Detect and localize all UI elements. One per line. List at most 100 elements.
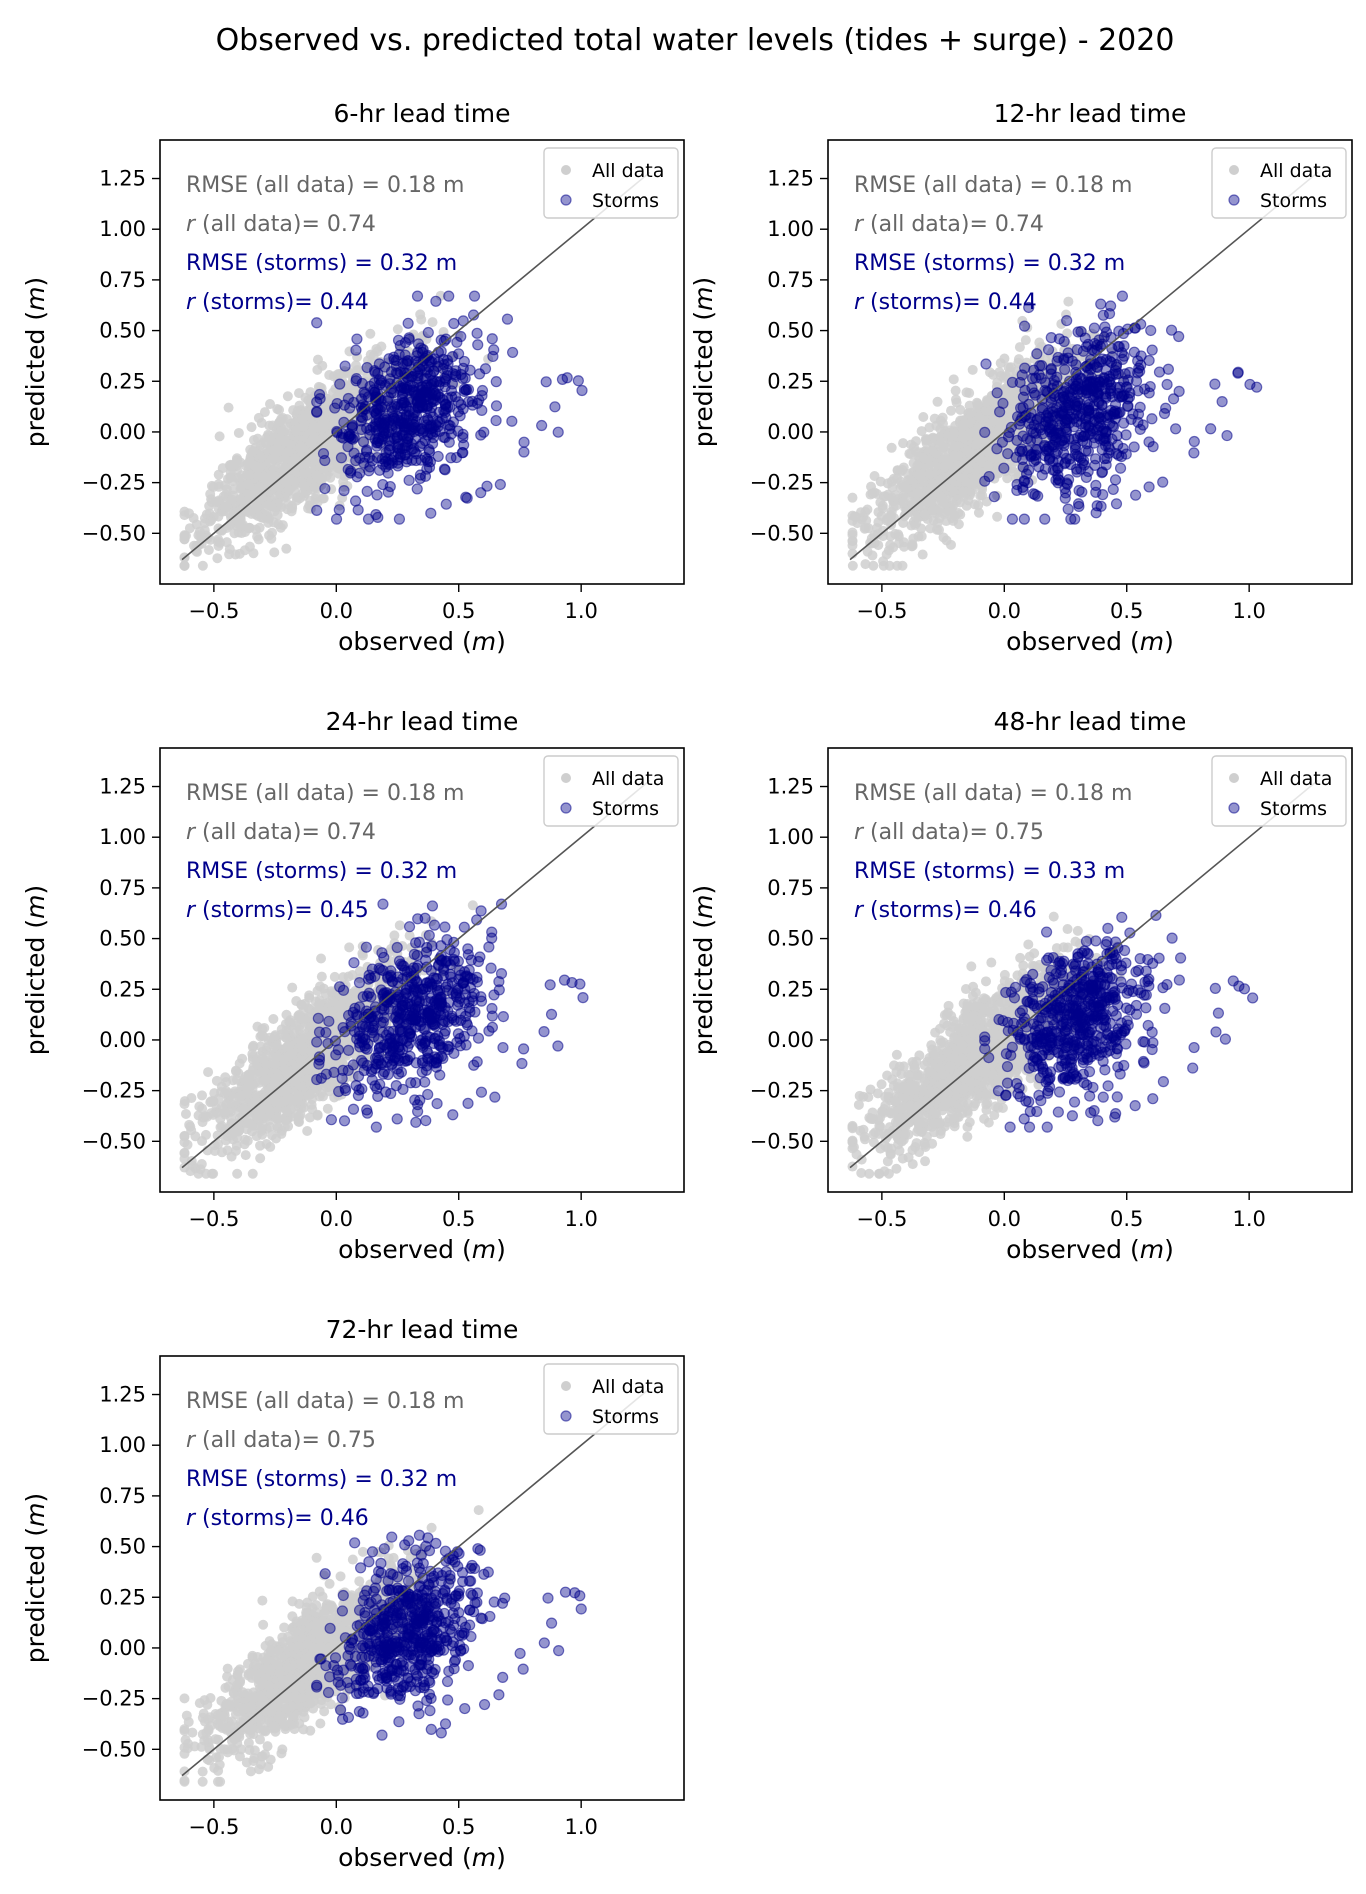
- storm-point: [468, 290, 481, 302]
- legend-marker-storms: [560, 194, 572, 206]
- all-data-point: [291, 495, 302, 506]
- storm-point: [435, 334, 447, 346]
- all-data-point: [860, 559, 871, 570]
- storm-point: [1031, 414, 1043, 426]
- storm-point: [449, 391, 462, 403]
- plot-area: [179, 171, 651, 571]
- all-data-point: [244, 541, 255, 552]
- all-data-point: [339, 453, 350, 464]
- storm-point: [311, 317, 323, 329]
- storm-point: [979, 426, 991, 438]
- all-data-point: [1014, 342, 1025, 353]
- storm-point: [428, 365, 440, 377]
- storm-point: [1062, 503, 1074, 515]
- all-data-point: [948, 374, 959, 385]
- all-data-point: [376, 341, 387, 352]
- storm-point: [1065, 513, 1077, 525]
- storm-point: [488, 344, 500, 356]
- x-tick-label: 0.5: [442, 599, 475, 623]
- storm-point: [440, 498, 452, 510]
- storm-point: [1071, 400, 1083, 412]
- all-data-point: [916, 531, 927, 542]
- all-data-point: [197, 1090, 208, 1101]
- all-data-point: [298, 468, 309, 479]
- storm-point: [1018, 320, 1031, 332]
- all-data-point: [260, 475, 271, 486]
- all-data-point: [302, 1126, 313, 1137]
- panels-container: 6-hr lead time−0.5 0.0 0.5 1.0−0.50−0.250.0…: [21, 99, 1353, 1872]
- x-axis-label: observed (m): [338, 627, 506, 656]
- storm-point: [1130, 489, 1142, 501]
- storm-point: [414, 472, 426, 485]
- all-data-point: [847, 492, 858, 503]
- all-data-point: [986, 416, 997, 427]
- storm-point: [331, 427, 343, 439]
- all-data-point: [898, 438, 909, 449]
- storm-point: [311, 405, 323, 418]
- storm-point: [380, 428, 392, 440]
- storm-point: [1135, 359, 1147, 371]
- storm-point: [1216, 396, 1228, 408]
- storm-point: [330, 513, 343, 525]
- storm-point: [393, 513, 406, 525]
- x-tick-label: 1.0: [1232, 599, 1265, 623]
- all-data-point: [236, 480, 247, 491]
- all-data-point: [186, 1093, 197, 1104]
- y-tick-label: 1.25: [99, 167, 146, 191]
- storm-point: [1121, 400, 1134, 412]
- all-data-point: [332, 462, 343, 473]
- x-tick-label: 0.0: [320, 599, 353, 623]
- all-data-point: [246, 422, 257, 433]
- storm-point: [411, 483, 423, 495]
- all-data-point: [252, 471, 263, 482]
- storm-point: [359, 388, 371, 400]
- storm-point: [392, 457, 404, 469]
- storm-point: [371, 489, 383, 501]
- r-storms-annotation: r (storms)= 0.44: [186, 290, 369, 315]
- all-data-point: [344, 942, 355, 953]
- storm-point: [1128, 346, 1140, 358]
- all-data-point: [224, 549, 235, 560]
- all-data-point: [205, 489, 216, 500]
- all-data-point: [916, 523, 927, 534]
- y-tick-label: 0.00: [99, 420, 146, 444]
- storm-point: [458, 355, 470, 368]
- all-data-point: [368, 350, 379, 361]
- all-data-point: [244, 522, 255, 533]
- all-data-point: [179, 506, 190, 517]
- storm-point: [1047, 464, 1059, 476]
- y-tick-label: 1.25: [767, 167, 814, 191]
- storm-point: [1100, 459, 1112, 471]
- all-data-point: [226, 494, 237, 505]
- all-data-point: [298, 481, 309, 492]
- storm-point: [451, 336, 463, 348]
- storm-point: [1048, 374, 1060, 387]
- all-data-point: [912, 487, 923, 498]
- all-data-point: [251, 461, 262, 472]
- all-data-point: [929, 413, 940, 424]
- storm-point: [1160, 402, 1172, 414]
- all-data-point: [416, 314, 427, 325]
- storm-point: [1100, 326, 1113, 338]
- all-data-point: [233, 472, 244, 483]
- y-tick-label: 0.75: [767, 268, 814, 292]
- storm-point: [1188, 447, 1200, 459]
- all-data-point: [977, 490, 988, 501]
- all-data-point: [310, 482, 321, 493]
- storm-point: [1077, 435, 1089, 447]
- storm-point: [339, 360, 351, 372]
- all-data-point: [1034, 337, 1045, 348]
- all-data-point: [427, 317, 438, 328]
- y-tick-label: −0.25: [750, 471, 814, 495]
- storm-point: [1058, 335, 1070, 348]
- storm-point: [506, 346, 519, 359]
- storm-point: [443, 290, 455, 302]
- storm-point: [1103, 447, 1115, 459]
- all-data-point: [383, 367, 394, 378]
- all-data-point: [920, 434, 931, 445]
- storm-point: [363, 465, 375, 477]
- storm-point: [1083, 407, 1095, 420]
- storm-point: [1060, 426, 1072, 438]
- all-data-point: [179, 1131, 190, 1142]
- all-data-point: [180, 1108, 191, 1119]
